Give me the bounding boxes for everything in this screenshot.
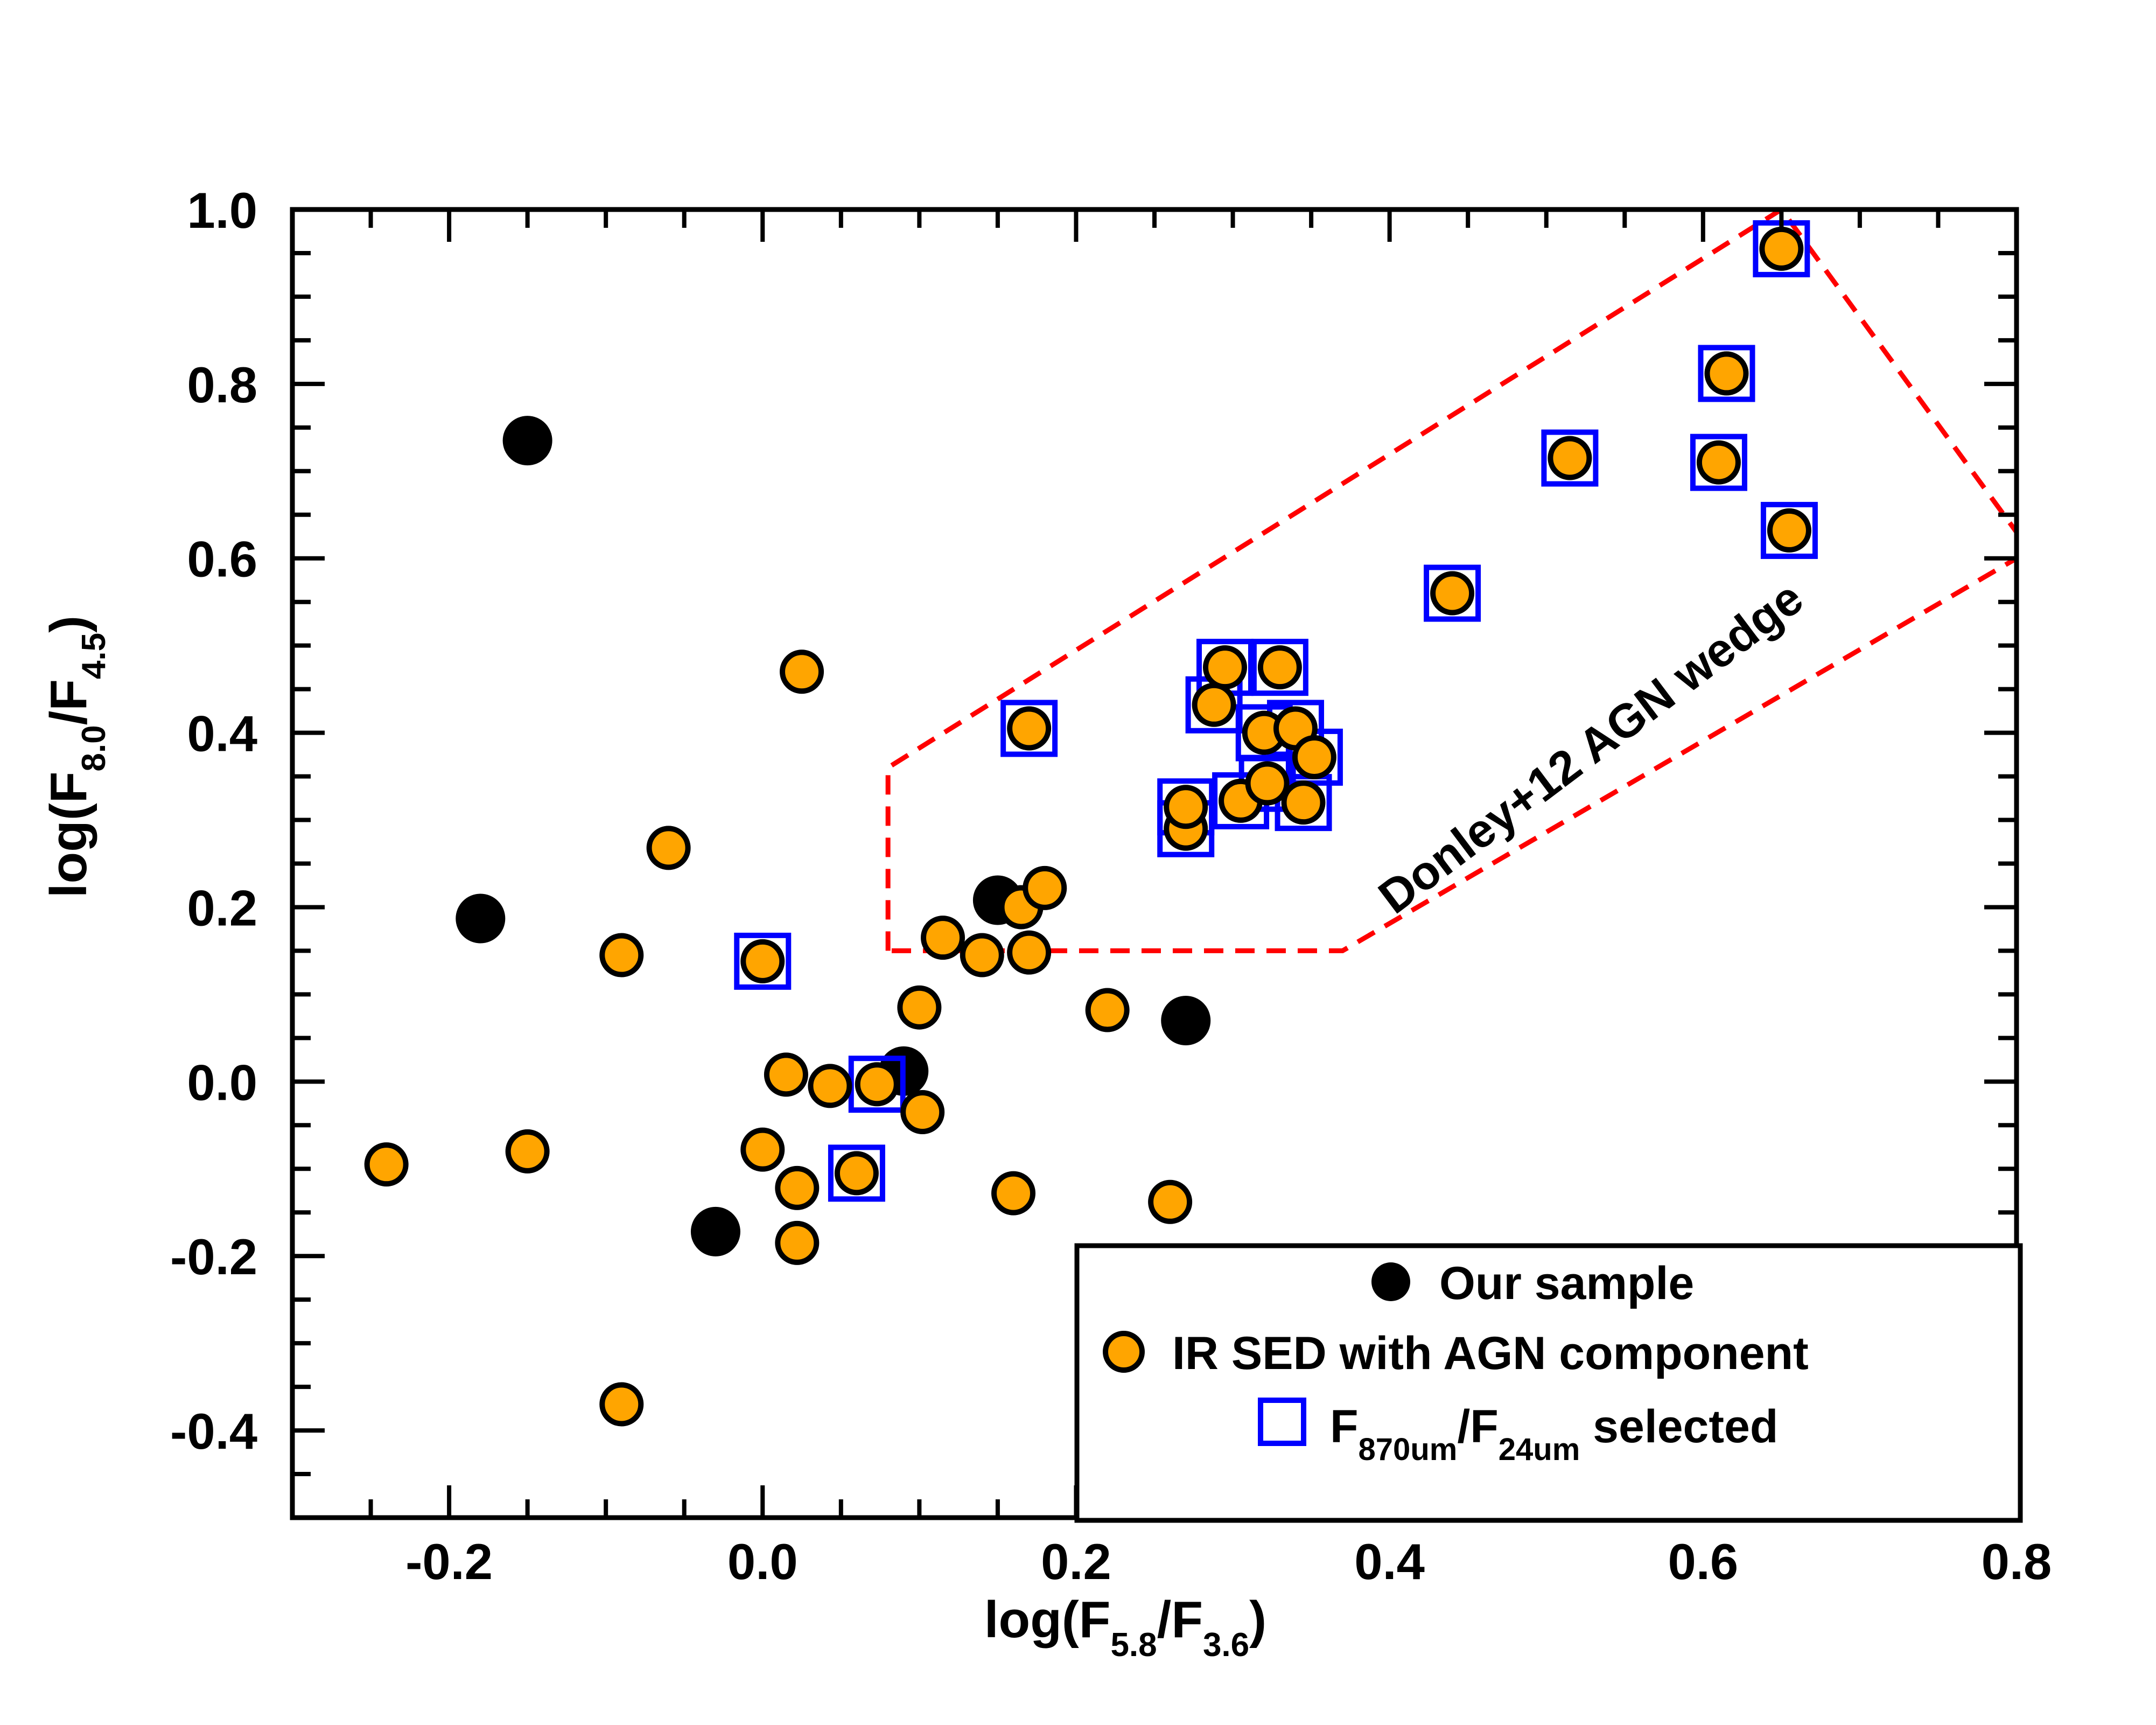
y-tick-label: -0.2	[170, 1228, 257, 1285]
point-agn-component-23	[855, 1062, 899, 1107]
x-axis-label: log(F5.8/F3.6)	[984, 1591, 1266, 1664]
wedge-annotation: Donley+12 AGN wedge	[1369, 571, 1812, 924]
point-agn-component-37	[1548, 436, 1592, 480]
point-submm-selected-3	[1000, 700, 1058, 757]
data-points	[364, 220, 1818, 1427]
point-agn-component-32	[1257, 645, 1302, 690]
point-submm-selected-17	[1690, 434, 1747, 491]
point-agn-component-26	[1164, 785, 1208, 829]
point-agn-component-0	[364, 1142, 409, 1187]
point-our-sample-2	[690, 1206, 740, 1256]
x-tick-label: 0.2	[1041, 1533, 1111, 1590]
point-submm-selected-15	[1424, 564, 1481, 622]
y-axis-label: log(F8.0/F4.5)	[40, 616, 113, 898]
point-submm-selected-20	[1760, 501, 1818, 559]
point-agn-component-12	[900, 1090, 945, 1135]
point-agn-component-1	[505, 1129, 550, 1174]
point-agn-component-19	[1085, 988, 1130, 1032]
point-agn-component-31	[1245, 761, 1290, 806]
y-tick-label: 0.8	[187, 357, 257, 413]
point-agn-component-20	[1148, 1179, 1193, 1224]
point-agn-component-18	[1023, 865, 1067, 910]
point-agn-component-9	[775, 1220, 820, 1265]
point-our-sample-0	[502, 416, 552, 466]
point-agn-component-2	[599, 933, 644, 977]
point-agn-component-6	[740, 1127, 785, 1172]
point-agn-component-21	[740, 939, 785, 983]
point-agn-component-13	[921, 916, 965, 960]
point-agn-component-41	[1767, 508, 1811, 553]
point-agn-component-11	[897, 985, 942, 1030]
point-agn-component-15	[991, 1171, 1036, 1216]
point-agn-component-3	[599, 1382, 644, 1427]
point-agn-component-36	[1430, 571, 1475, 616]
point-agn-component-35	[1292, 735, 1336, 779]
legend-label-agn-component: IR SED with AGN component	[1172, 1328, 1809, 1379]
point-agn-component-34	[1281, 780, 1326, 825]
point-agn-component-40	[1759, 226, 1804, 271]
point-submm-selected-16	[1541, 429, 1599, 487]
point-agn-component-22	[834, 1151, 879, 1196]
legend-label-our-sample: Our sample	[1439, 1258, 1694, 1309]
x-tick-label: 0.0	[727, 1533, 798, 1590]
wedge-line	[885, 209, 2017, 953]
point-agn-component-24	[1007, 706, 1052, 751]
legend: Our sample IR SED with AGN component F87…	[1074, 1243, 2023, 1523]
point-submm-selected-11	[1251, 639, 1308, 696]
point-agn-component-5	[780, 650, 824, 694]
point-agn-component-17	[1007, 930, 1052, 975]
legend-marker-agn-component	[1103, 1331, 1145, 1373]
x-tick-label: 0.4	[1354, 1533, 1425, 1590]
y-tick-label: 0.0	[187, 1054, 257, 1111]
point-agn-component-27	[1192, 682, 1236, 727]
point-agn-component-14	[960, 933, 1004, 977]
agn-wedge	[885, 209, 2017, 953]
legend-box	[1074, 1243, 2023, 1523]
point-submm-selected-18	[1698, 345, 1755, 402]
legend-label-submm-selected: F870um/F24um selected	[1330, 1401, 1778, 1467]
legend-marker-our-sample	[1371, 1262, 1410, 1301]
point-agn-component-8	[775, 1165, 820, 1210]
point-submm-selected-0	[734, 932, 792, 990]
x-tick-label: 0.8	[1982, 1533, 2052, 1590]
y-tick-label: 0.6	[187, 531, 257, 588]
point-agn-component-38	[1696, 440, 1741, 485]
point-agn-component-10	[808, 1064, 852, 1108]
y-tick-label: 0.4	[187, 706, 257, 762]
point-our-sample-1	[456, 893, 506, 944]
point-submm-selected-1	[828, 1144, 885, 1202]
legend-marker-submm-selected	[1258, 1398, 1306, 1446]
x-tick-label: 0.6	[1668, 1533, 1738, 1590]
point-agn-component-28	[1202, 645, 1247, 690]
point-agn-component-39	[1704, 351, 1749, 396]
axis-ticks: -0.2 0.0 0.2 0.4 0.6 0.8 -0.4 -0.2 0.0 0.2 0.4 0.6 0…	[170, 182, 2052, 1590]
y-tick-label: -0.4	[170, 1403, 257, 1459]
x-tick-label: -0.2	[405, 1533, 493, 1590]
y-tick-label: 0.2	[187, 879, 257, 936]
y-tick-label: 1.0	[187, 182, 257, 239]
point-agn-component-4	[646, 826, 691, 870]
point-agn-component-7	[764, 1052, 808, 1097]
point-our-sample-5	[1161, 995, 1211, 1045]
